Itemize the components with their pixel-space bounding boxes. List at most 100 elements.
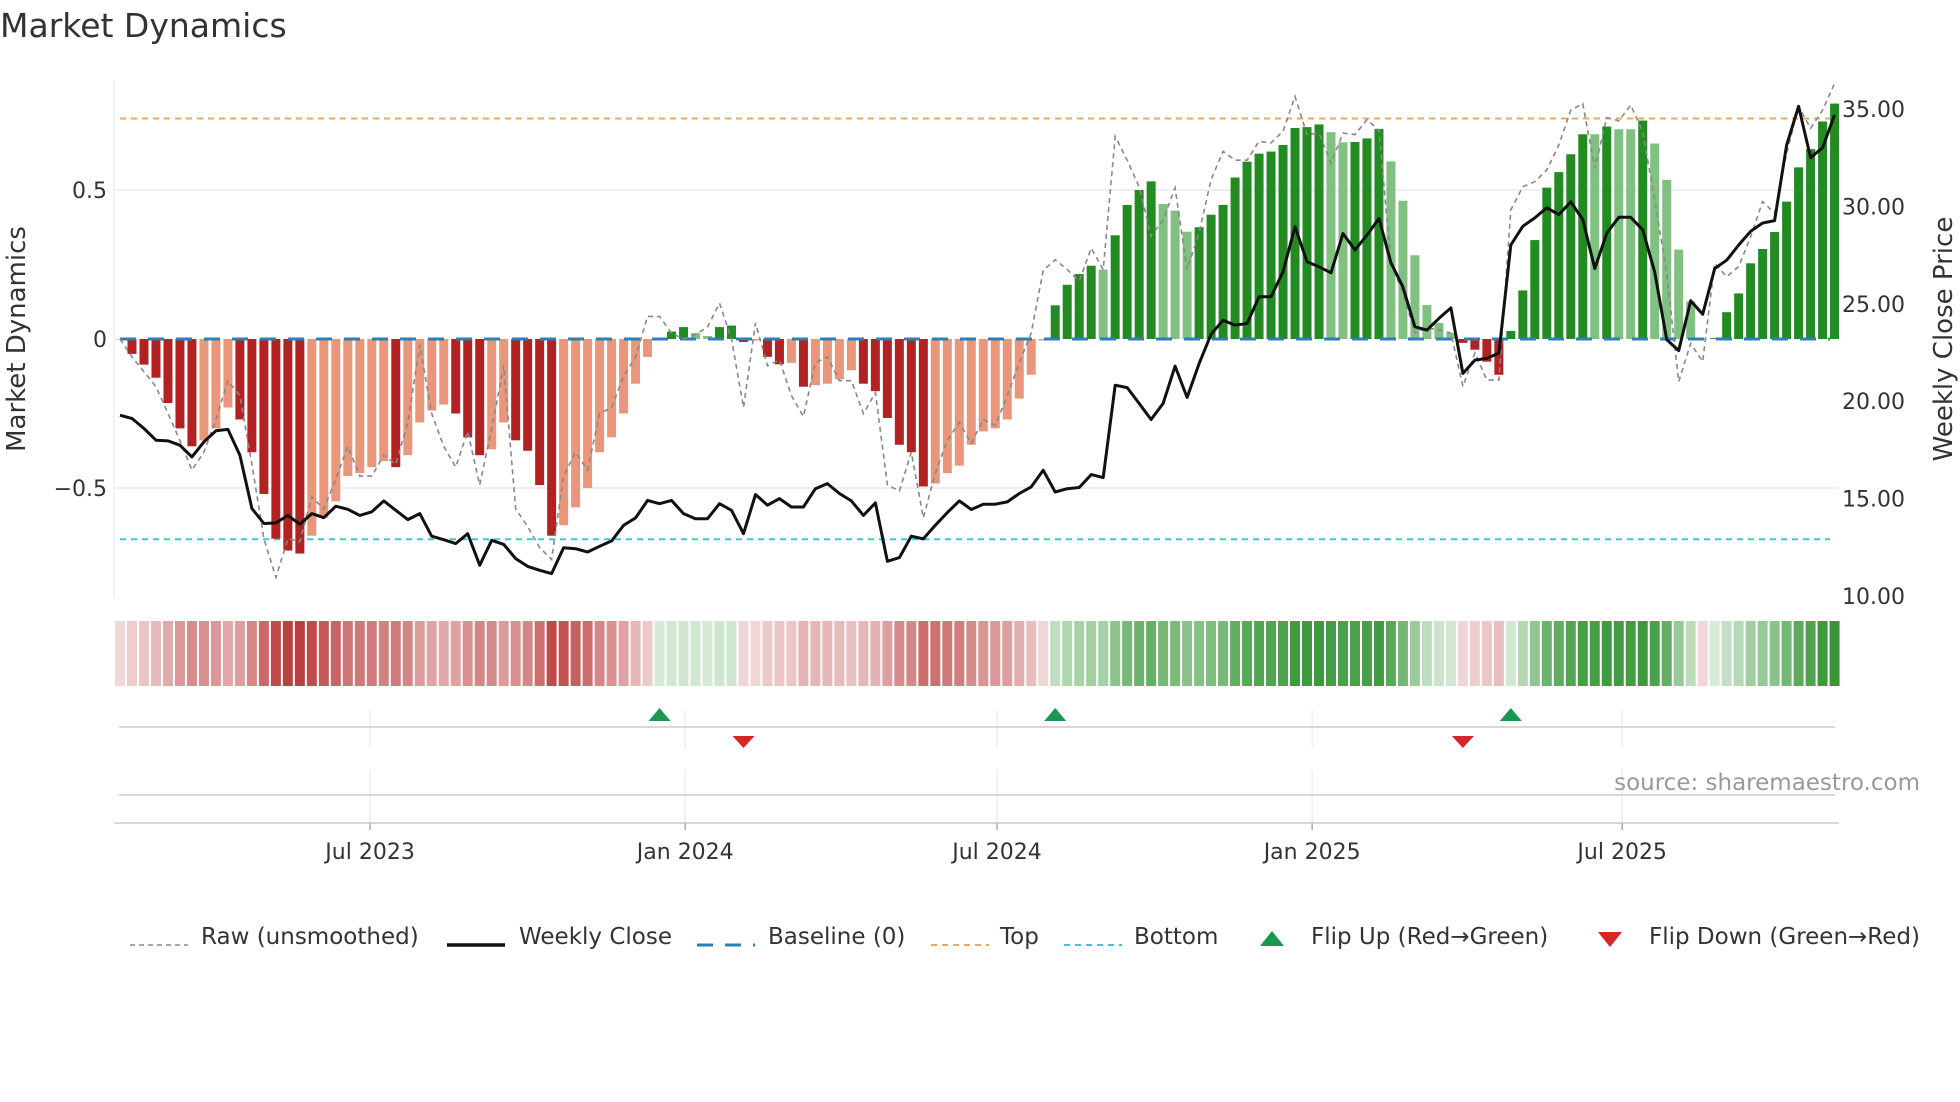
heat-cell <box>1685 621 1696 686</box>
heat-cell <box>762 621 773 686</box>
bar <box>1290 128 1300 339</box>
bar <box>1302 127 1312 339</box>
bar <box>906 339 916 453</box>
heat-cell <box>1182 621 1193 686</box>
bar <box>247 339 257 453</box>
source-label: source: sharemaestro.com <box>1614 770 1920 796</box>
flip-up-marker <box>648 708 671 721</box>
bar <box>882 339 892 418</box>
bar <box>1662 179 1672 339</box>
bar <box>894 339 904 445</box>
heat-cell <box>1409 621 1420 686</box>
heat-cell <box>115 621 125 686</box>
bar <box>1686 301 1696 339</box>
heat-cell <box>1086 621 1097 686</box>
close-line <box>119 104 1837 576</box>
heat-cell <box>894 621 905 686</box>
bar <box>691 333 701 339</box>
bar <box>858 339 868 384</box>
bar <box>667 331 677 339</box>
heat-cell <box>1242 621 1253 686</box>
bar <box>1554 172 1564 339</box>
heat-cell <box>726 621 737 686</box>
heat-cell <box>906 621 917 686</box>
bar <box>1134 190 1144 339</box>
heat-cell <box>1433 621 1444 686</box>
bar <box>223 339 233 408</box>
bar <box>631 339 641 384</box>
bar <box>499 339 509 423</box>
heat-cell <box>1697 621 1708 686</box>
heat-cell <box>306 621 317 686</box>
bar <box>187 339 197 447</box>
heat-cell <box>486 621 497 686</box>
heat-cell <box>246 621 257 686</box>
heat-cell <box>1661 621 1672 686</box>
heat-cell <box>834 621 845 686</box>
heat-cell <box>546 621 557 686</box>
heat-cell <box>1421 621 1432 686</box>
heat-cell <box>1529 621 1540 686</box>
bar <box>1614 129 1624 339</box>
bar <box>978 339 988 432</box>
bar <box>1194 227 1204 339</box>
heat-cell <box>522 621 533 686</box>
y-tick-label: 0 <box>93 328 107 353</box>
heat-cell <box>162 621 173 686</box>
heat-cell <box>1757 621 1768 686</box>
heat-cell <box>1397 621 1408 686</box>
y2-tick-label: 35.00 <box>1842 98 1905 123</box>
bar <box>954 339 964 466</box>
bar <box>1062 284 1072 339</box>
heat-cell <box>1637 621 1648 686</box>
heat-cell <box>918 621 929 686</box>
bar <box>1242 161 1252 339</box>
heat-cell <box>1110 621 1121 686</box>
bar <box>715 327 724 339</box>
bar <box>798 339 808 387</box>
bar <box>1410 255 1420 339</box>
x-tick-label: Jan 2024 <box>635 840 734 865</box>
bar <box>1506 330 1516 339</box>
bar <box>1674 249 1684 339</box>
heat-cell <box>414 621 425 686</box>
legend-swatch-close <box>447 935 505 954</box>
bar <box>1386 161 1396 339</box>
bar <box>1830 103 1840 339</box>
heat-cell <box>570 621 581 686</box>
heat-cell <box>1517 621 1528 686</box>
heat-cell <box>1373 621 1384 686</box>
bar <box>571 339 581 508</box>
bar <box>475 339 485 456</box>
bar <box>331 339 341 502</box>
bar <box>1530 240 1540 339</box>
legend-label-raw: Raw (unsmoothed) <box>201 924 419 950</box>
heat-cell <box>1481 621 1492 686</box>
heat-cell <box>1014 621 1025 686</box>
bar <box>1590 134 1600 339</box>
legend-swatch-bottom <box>1064 935 1122 954</box>
raw-line <box>119 82 1836 581</box>
bar <box>1482 339 1492 362</box>
flip-down-marker <box>1451 736 1474 748</box>
bar <box>1794 167 1804 339</box>
heat-cell <box>366 621 377 686</box>
bar <box>643 339 653 357</box>
legend-label-top: Top <box>1000 924 1039 950</box>
heat-cell <box>1541 621 1552 686</box>
heat-cell <box>186 621 197 686</box>
heat-cell <box>1649 621 1660 686</box>
heat-cell <box>1493 621 1504 686</box>
legend-label-flip-down: Flip Down (Green→Red) <box>1649 924 1920 950</box>
bar <box>1494 339 1504 375</box>
heat-cell <box>318 621 329 686</box>
heat-cell <box>942 621 953 686</box>
bar <box>271 339 281 539</box>
y2-axis-label: Weekly Close Price <box>1929 217 1959 462</box>
bar <box>403 339 413 456</box>
heat-cell <box>498 621 509 686</box>
heat-cell <box>978 621 989 686</box>
bar <box>307 339 317 536</box>
heat-cell <box>1314 621 1324 686</box>
bar <box>966 339 976 445</box>
